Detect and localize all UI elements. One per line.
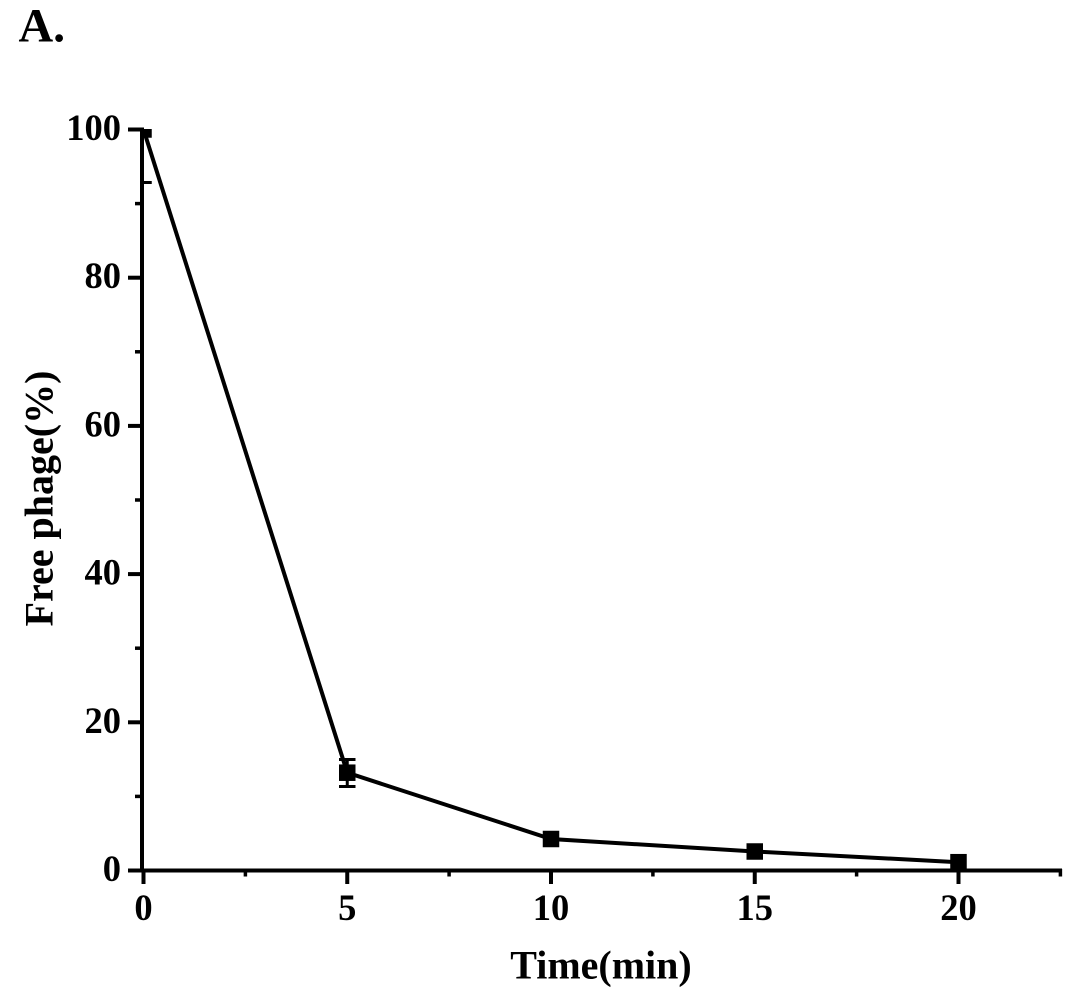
svg-text:Free phage(%): Free phage(%) — [17, 371, 62, 627]
svg-text:20: 20 — [85, 700, 122, 741]
svg-text:10: 10 — [533, 887, 570, 928]
svg-text:A.: A. — [19, 0, 66, 53]
svg-text:80: 80 — [85, 255, 122, 296]
svg-text:15: 15 — [737, 887, 774, 928]
svg-text:20: 20 — [940, 887, 977, 928]
svg-text:40: 40 — [85, 552, 122, 593]
svg-text:0: 0 — [103, 848, 121, 889]
svg-text:0: 0 — [134, 887, 152, 928]
svg-text:Time(min): Time(min) — [510, 943, 691, 988]
svg-text:100: 100 — [66, 107, 121, 148]
svg-text:60: 60 — [85, 403, 122, 444]
svg-text:5: 5 — [338, 887, 356, 928]
